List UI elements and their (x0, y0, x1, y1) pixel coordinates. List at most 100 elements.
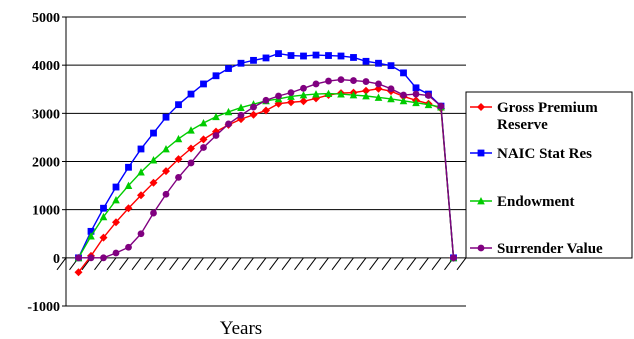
data-point-surrender-value (412, 90, 420, 98)
y-tick-label: 5000 (32, 11, 60, 26)
data-point-endowment (349, 91, 358, 99)
x-tick-mark (194, 257, 204, 271)
data-point-endowment (199, 118, 208, 127)
y-tick-label: 4000 (32, 59, 60, 74)
data-point-naic-stat-res (400, 69, 407, 77)
x-tick-mark (56, 257, 67, 271)
data-point-surrender-value (262, 96, 270, 104)
data-point-surrender-value (400, 91, 407, 99)
data-point-surrender-value (350, 77, 357, 84)
data-point-endowment (137, 168, 145, 176)
x-tick-mark (406, 257, 417, 271)
x-tick-mark (106, 257, 117, 271)
data-point-surrender-value (237, 111, 245, 119)
x-tick-mark (319, 257, 329, 271)
data-point-surrender-value (200, 144, 207, 151)
data-point-surrender-value (137, 230, 145, 238)
x-tick-mark (144, 257, 154, 271)
data-point-surrender-value (325, 77, 332, 85)
data-point-endowment (99, 212, 108, 221)
data-point-naic-stat-res (187, 90, 195, 98)
x-tick-mark (369, 257, 379, 271)
data-point-naic-stat-res (87, 227, 95, 235)
data-point-endowment (287, 92, 295, 100)
x-tick-mark (331, 257, 342, 271)
data-point-endowment (162, 144, 170, 153)
y-tick-label: 0 (53, 252, 60, 267)
legend-label-gross-premium-reserve: Gross Premium (497, 100, 598, 116)
data-point-gross-premium-reserve (249, 110, 258, 119)
data-point-endowment (174, 134, 183, 143)
data-point-surrender-value (437, 102, 445, 110)
x-tick-mark (131, 257, 142, 271)
data-point-naic-stat-res (362, 57, 370, 65)
data-point-naic-stat-res (200, 80, 207, 88)
series-line-surrender-value (78, 78, 455, 259)
x-tick-mark (281, 257, 292, 271)
data-point-surrender-value (300, 84, 307, 92)
data-point-endowment (299, 91, 308, 99)
y-tick-label: -1000 (27, 300, 60, 315)
series-line-naic-stat-res (77, 52, 455, 259)
data-point-endowment (374, 93, 383, 101)
data-point-endowment (124, 181, 133, 189)
data-point-naic-stat-res (162, 113, 170, 121)
data-point-gross-premium-reserve (374, 84, 383, 93)
data-point-surrender-value (450, 254, 457, 262)
legend-label-surrender-value: Surrender Value (497, 241, 603, 257)
series-line-endowment (77, 92, 455, 259)
data-point-surrender-value (275, 92, 282, 100)
data-point-gross-premium-reserve (299, 97, 308, 106)
data-point-naic-stat-res (125, 163, 132, 171)
data-point-gross-premium-reserve (112, 218, 120, 227)
data-point-surrender-value (287, 89, 295, 97)
data-point-endowment (337, 90, 345, 98)
data-point-surrender-value (362, 78, 370, 85)
legend-box (465, 91, 633, 259)
data-point-naic-stat-res (250, 56, 257, 64)
data-point-naic-stat-res (350, 54, 357, 61)
data-point-surrender-value (387, 85, 395, 93)
y-tick-label: 3000 (32, 107, 60, 122)
data-point-surrender-value (375, 80, 382, 88)
data-point-naic-stat-res (337, 52, 345, 60)
data-point-naic-stat-res (225, 65, 232, 72)
data-point-naic-stat-res (300, 52, 307, 60)
x-ticks (56, 257, 467, 271)
data-point-endowment (237, 103, 245, 111)
data-point-naic-stat-res (212, 72, 220, 80)
x-tick-mark (456, 257, 467, 271)
legend-label-endowment: Endowment (497, 194, 575, 210)
x-tick-mark (306, 257, 317, 271)
data-point-gross-premium-reserve (74, 268, 83, 277)
data-point-surrender-value (312, 80, 320, 88)
data-point-endowment (324, 89, 333, 97)
data-point-gross-premium-reserve (162, 167, 170, 176)
data-point-naic-stat-res (237, 59, 245, 67)
data-point-surrender-value (212, 132, 220, 139)
data-point-surrender-value (425, 92, 432, 99)
data-point-gross-premium-reserve (362, 86, 370, 95)
legend-label-gross-premium-reserve: Reserve (497, 117, 548, 133)
data-point-surrender-value (337, 76, 345, 84)
x-tick-mark (431, 257, 442, 271)
data-point-gross-premium-reserve (99, 233, 108, 242)
data-point-endowment (112, 196, 120, 204)
x-tick-mark (244, 257, 254, 271)
data-point-endowment (224, 107, 233, 116)
data-point-surrender-value (175, 173, 182, 181)
legend-marker-endowment (477, 197, 485, 205)
data-point-surrender-value (225, 120, 232, 128)
x-tick-mark (219, 257, 229, 271)
legend-marker-gross-premium-reserve (477, 103, 485, 111)
data-point-gross-premium-reserve (149, 178, 158, 187)
x-tick-mark (419, 257, 429, 271)
y-tick-label: 2000 (32, 156, 60, 171)
data-point-surrender-value (125, 243, 132, 251)
legend-marker-surrender-value (477, 244, 485, 252)
data-point-surrender-value (100, 254, 107, 262)
x-axis-label: Years (220, 318, 262, 339)
data-point-gross-premium-reserve (174, 155, 183, 164)
y-tick-labels: -1000 0 1000 2000 3000 4000 5000 (27, 11, 66, 315)
